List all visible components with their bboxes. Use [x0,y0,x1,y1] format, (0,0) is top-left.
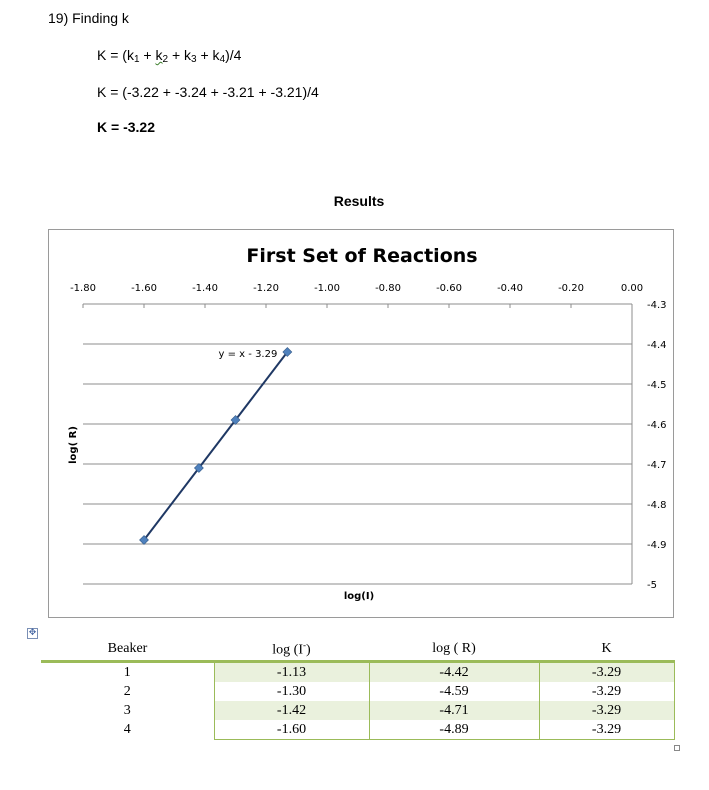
y-tick-label: -4.8 [647,500,667,511]
eq1-sub4: 4 [219,54,226,65]
equation-values: K = (-3.22 + -3.24 + -3.21 + -3.21)/4 [97,84,319,100]
results-title: Results [333,193,385,209]
cell-log-r: -4.59 [368,682,539,701]
x-tick-label: -1.60 [131,283,157,294]
trendline-label: y = x - 3.29 [219,349,278,360]
data-point [139,535,149,545]
header-k: K [601,641,612,656]
y-tick-label: -5 [647,580,657,591]
table-row: 4 -1.60 -4.89 -3.29 [41,720,675,740]
x-tick-label: -0.80 [375,283,401,294]
data-points [139,347,293,545]
header-log-r: log ( R) [432,641,476,656]
eq1-prefix: K = (k [97,47,134,63]
eq1-mid: + k [168,47,192,63]
header-log-i: log (I-) [214,638,369,662]
x-tick-label: -0.60 [436,283,462,294]
eq1-mid2: + k [196,47,220,63]
trendline-group [143,351,289,541]
cell-k: -3.29 [538,661,675,682]
eq1-sub1: 1 [133,54,140,65]
x-axis-title: log(I) [344,591,374,602]
trendline [143,351,289,541]
y-tick-label: -4.9 [647,540,667,551]
cell-log-r: -4.42 [368,661,539,682]
scatter-chart: First Set of Reactions -1.80 -1.60 -1.40 -1… [68,245,667,602]
y-tick-label: -4.4 [647,340,667,351]
cell-beaker: 4 [41,720,214,740]
header-log-i-text: log (I [272,642,304,658]
x-axis-ticks: -1.80 -1.60 -1.40 -1.20 -1.00 -0.80 -0.60 -0.40… [70,283,643,308]
chart-title: First Set of Reactions [246,245,477,267]
cell-beaker: 1 [41,661,214,682]
x-tick-label: 0.00 [621,283,643,294]
eq1-suffix: )/4 [225,47,242,63]
x-tick-label: -0.20 [558,283,584,294]
cell-k: -3.29 [538,682,675,701]
table-row: 2 -1.30 -4.59 -3.29 [41,682,675,701]
eq1-k2: k2 [155,47,169,65]
y-axis-title: log( R) [68,426,79,464]
y-tick-label: -4.3 [647,300,667,311]
eq1-sub3: 3 [191,54,197,65]
cell-log-i: -1.13 [213,661,369,682]
y-axis-ticks: -4.3 -4.4 -4.5 -4.6 -4.7 -4.8 -4.9 -5 [647,300,667,591]
header-beaker: Beaker [107,641,148,656]
cell-log-i: -1.60 [213,720,369,740]
results-table: Beaker log (I-) log ( R) K 1 -1.13 -4.42… [41,638,675,740]
table-row: 1 -1.13 -4.42 -3.29 [41,661,675,682]
cell-log-i: -1.30 [213,682,369,701]
gridlines [83,303,633,585]
table-header-row: Beaker log (I-) log ( R) K [41,638,674,662]
x-tick-label: -1.80 [70,283,96,294]
data-point [282,347,293,357]
move-arrows-icon[interactable]: ✥ [27,628,38,639]
table-row: 3 -1.42 -4.71 -3.29 [41,701,675,720]
cell-beaker: 3 [41,701,214,720]
cell-beaker: 2 [41,682,214,701]
cell-k: -3.29 [538,720,675,740]
eq1-sub2: 2 [162,54,169,65]
cell-log-i: -1.42 [213,701,369,720]
chart-container[interactable]: First Set of Reactions -1.80 -1.60 -1.40 -1… [48,229,674,618]
equation-result: K = -3.22 [97,119,155,135]
cell-log-r: -4.71 [368,701,539,720]
y-tick-label: -4.7 [647,460,667,471]
equation-average-formula: K = (k1 + k2 + k3 + k4)/4 [97,47,241,65]
cell-k: -3.29 [538,701,675,720]
eq1-k2-letter: k [155,47,163,63]
x-tick-label: -1.40 [192,283,218,294]
data-point [193,463,204,473]
section-heading: 19) Finding k [48,10,129,26]
x-tick-label: -0.40 [497,283,523,294]
eq1-plus: + [139,47,156,63]
y-tick-label: -4.5 [647,380,667,391]
data-point [230,415,241,425]
x-tick-label: -1.00 [314,283,340,294]
y-tick-label: -4.6 [647,420,667,431]
header-log-i-close: ) [306,642,311,658]
x-tick-label: -1.20 [253,283,279,294]
header-log-i-sup: - [303,639,307,650]
cell-log-r: -4.89 [368,720,539,740]
resize-handle-icon[interactable] [674,745,680,751]
